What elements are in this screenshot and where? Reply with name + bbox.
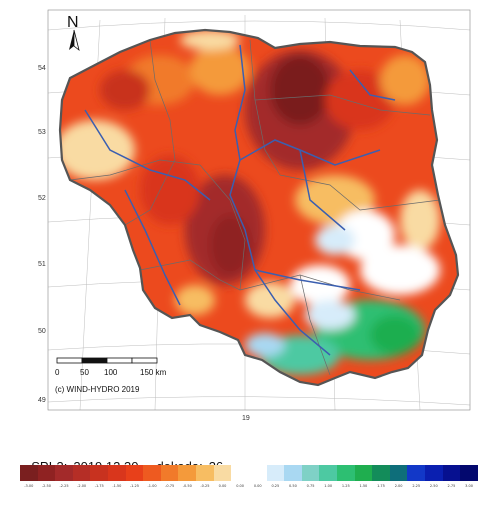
legend-swatch	[125, 465, 144, 481]
legend-swatch	[213, 465, 232, 481]
legend-tick-label: 3.00	[465, 484, 473, 488]
legend-tick-label: 2.75	[447, 484, 456, 488]
lon-label-19: 19	[242, 415, 250, 422]
legend-swatch	[319, 465, 337, 481]
scale-tick-150: 150 km	[140, 368, 167, 377]
legend-tick-label: 0.00	[236, 484, 245, 488]
legend-tick-label: 2.00	[394, 484, 403, 488]
legend-swatch	[178, 465, 197, 481]
scale-tick-100: 100	[104, 368, 118, 377]
lat-label-53: 53	[38, 129, 46, 136]
legend-swatch	[266, 465, 285, 481]
legend-tick-label: 2.25	[412, 484, 421, 488]
legend-tick-label: 2.50	[429, 484, 438, 488]
legend-tick-label: -3.00	[24, 484, 34, 488]
map-frame	[47, 9, 471, 411]
legend-tick-label: -1.50	[112, 484, 122, 488]
spi-map: N 54 53 52 51 50 49 19 0 50 100 150 km (…	[38, 9, 471, 422]
legend-swatch	[442, 465, 461, 481]
scale-tick-0: 0	[55, 368, 60, 377]
legend-tick-label: 1.25	[341, 484, 350, 488]
legend-tick-label: -0.25	[200, 484, 210, 488]
legend-swatch	[284, 465, 302, 481]
legend-swatch	[407, 465, 426, 481]
lat-label-51: 51	[38, 261, 46, 268]
north-arrow-icon: N	[67, 14, 80, 52]
legend-tick-label: -0.75	[165, 484, 175, 488]
legend-swatch	[425, 465, 443, 481]
legend-swatch	[354, 465, 373, 481]
legend-swatch	[90, 465, 109, 481]
legend-tick-label: 0.75	[306, 484, 315, 488]
legend-swatch	[389, 465, 408, 481]
lat-label-52: 52	[38, 195, 46, 202]
national-border	[58, 28, 460, 387]
scale-bar: 0 50 100 150 km	[55, 357, 167, 377]
legend-tick-label: -1.00	[147, 484, 157, 488]
legend-swatch	[336, 465, 355, 481]
legend-tick-label: -2.00	[77, 484, 87, 488]
legend-swatch	[248, 465, 267, 481]
legend-swatch	[55, 465, 73, 481]
lat-label-54: 54	[38, 65, 46, 72]
legend-tick-label: -2.25	[59, 484, 69, 488]
legend-tick-label: 1.75	[377, 484, 385, 488]
legend-color-bar	[20, 465, 478, 481]
scale-tick-50: 50	[80, 368, 89, 377]
legend-tick-label: 0.00	[218, 484, 227, 488]
legend-swatch	[20, 465, 38, 481]
north-label: N	[67, 14, 79, 31]
rivers	[84, 44, 396, 356]
legend-swatch	[108, 465, 126, 481]
legend-swatch	[72, 465, 91, 481]
legend-tick-label: -1.25	[129, 484, 139, 488]
spi-raster	[60, 30, 458, 385]
admin-boundaries	[69, 39, 441, 376]
legend-tick-label: 0.25	[271, 484, 280, 488]
legend-tick-label: -2.50	[41, 484, 51, 488]
legend-swatch	[301, 465, 320, 481]
legend-swatch	[372, 465, 390, 481]
legend-tick-label: 1.00	[324, 484, 333, 488]
legend-tick-label: 0.50	[289, 484, 297, 488]
legend-swatch	[143, 465, 161, 481]
legend-tick-label: 1.50	[359, 484, 368, 488]
legend-tick-label: -1.75	[94, 484, 104, 488]
legend-swatch	[196, 465, 214, 481]
legend-tick-labels: -3.00 -2.50 -2.25 -2.00 -1.75 -1.50 -1.25 -1.00…	[20, 484, 478, 492]
legend-swatch	[37, 465, 56, 481]
copyright-credit: (c) WIND-HYDRO 2019	[55, 385, 140, 394]
legend-swatch	[160, 465, 179, 481]
legend-tick-label: -0.50	[182, 484, 192, 488]
legend-swatch	[231, 465, 249, 481]
lat-label-49: 49	[38, 397, 46, 404]
legend-tick-label: 0.00	[253, 484, 262, 488]
lat-label-50: 50	[38, 328, 46, 335]
legend-swatch	[460, 465, 478, 481]
